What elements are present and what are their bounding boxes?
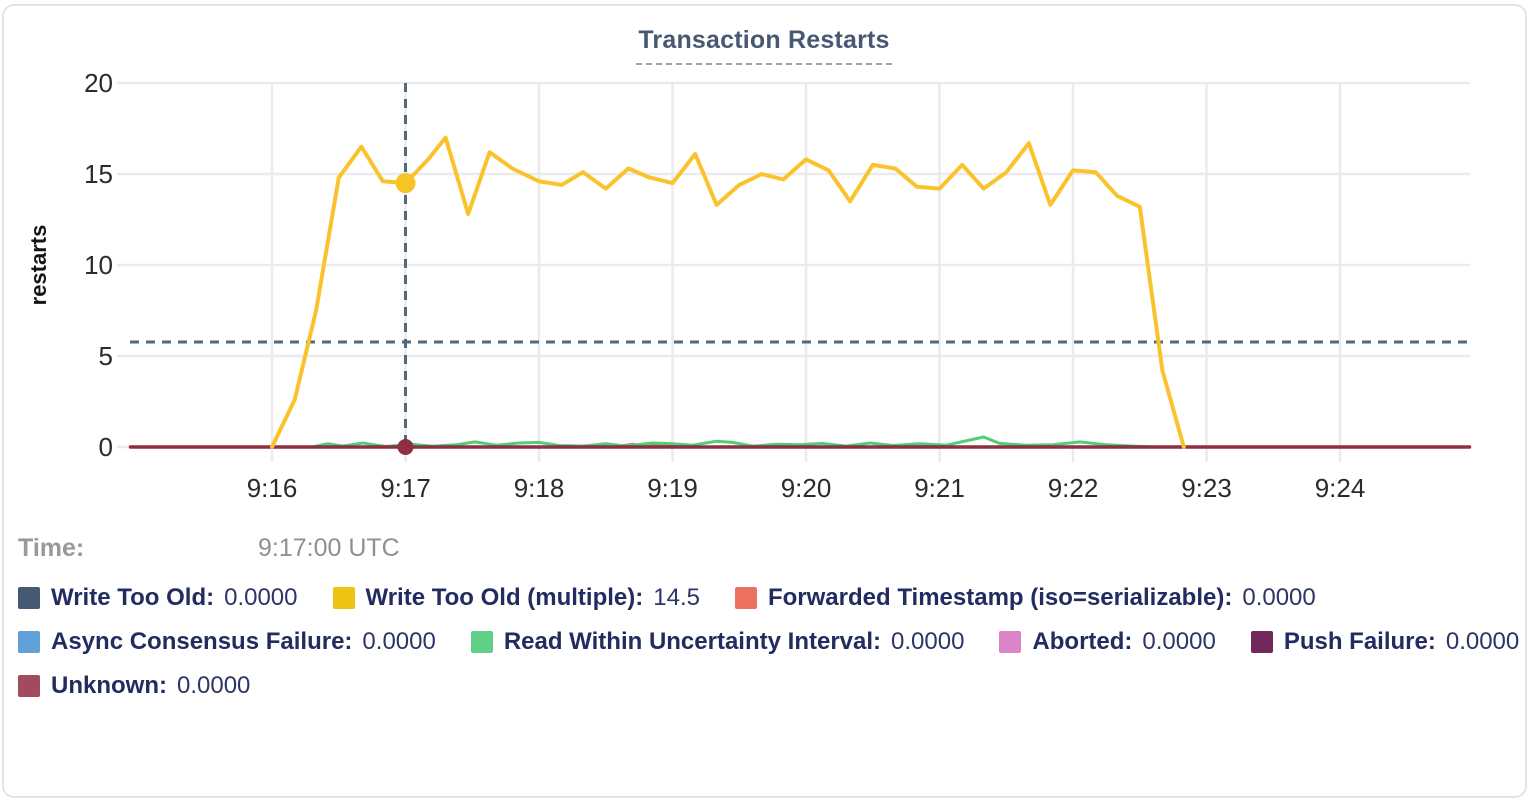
gridlines bbox=[117, 81, 1470, 462]
hover-time-value: 9:17:00 UTC bbox=[258, 534, 400, 562]
y-tick-label: 15 bbox=[84, 159, 113, 189]
x-tick-label: 9:24 bbox=[1315, 473, 1366, 503]
legend-label: Write Too Old (multiple): bbox=[365, 584, 644, 611]
axis-labels: 20 15 10 5 0 9:16 9:17 9:18 9:19 9:20 9:21 9:22 9:23… bbox=[84, 68, 1365, 503]
legend-item-aborted: Aborted: 0.0000 bbox=[999, 628, 1216, 656]
legend-item-async-consensus-failure: Async Consensus Failure: 0.0000 bbox=[18, 628, 436, 656]
legend-row: Unknown: 0.0000 bbox=[18, 672, 1512, 700]
legend-label: Async Consensus Failure: bbox=[51, 628, 353, 655]
x-tick-label: 9:17 bbox=[380, 473, 431, 503]
legend-swatch-icon bbox=[734, 587, 757, 609]
x-tick-label: 9:22 bbox=[1048, 473, 1099, 503]
legend-value: 0.0000 bbox=[176, 672, 251, 699]
legend-value: 0.0000 bbox=[1142, 628, 1216, 655]
x-tick-label: 9:20 bbox=[781, 473, 832, 503]
legend-value: 0.0000 bbox=[1242, 584, 1316, 611]
legend-label: Unknown: bbox=[51, 672, 167, 699]
hover-point-write-too-old-multiple bbox=[395, 173, 416, 194]
chart-legend: Write Too Old: 0.0000 Write Too Old (multi… bbox=[18, 584, 1519, 716]
x-tick-label: 9:16 bbox=[247, 473, 298, 503]
y-tick-label: 5 bbox=[99, 341, 113, 371]
legend-swatch-icon bbox=[1250, 631, 1273, 653]
hover-time-row: Time: 9:17:00 UTC bbox=[18, 534, 1510, 563]
legend-swatch-icon bbox=[18, 631, 40, 653]
series-line-write-too-old-multiple bbox=[270, 135, 1186, 449]
x-tick-label: 9:19 bbox=[647, 473, 698, 503]
legend-value: 0.0000 bbox=[1445, 628, 1520, 655]
legend-swatch-icon bbox=[999, 631, 1022, 653]
legend-item-forwarded-timestamp-iso-serializable: Forwarded Timestamp (iso=serializable): 0… bbox=[734, 584, 1316, 612]
x-tick-label: 9:21 bbox=[914, 473, 965, 503]
legend-value: 0.0000 bbox=[362, 628, 436, 655]
chart-header: Transaction Restarts bbox=[0, 26, 1528, 65]
legend-value: 14.5 bbox=[653, 584, 700, 611]
y-axis-title: restarts bbox=[26, 225, 51, 306]
chart-title[interactable]: Transaction Restarts bbox=[636, 26, 892, 65]
legend-swatch-icon bbox=[18, 587, 40, 609]
legend-label: Write Too Old: bbox=[51, 584, 215, 611]
transaction-restarts-chart[interactable]: 20 15 10 5 0 9:16 9:17 9:18 9:19 9:20 9:21 9:22 9:23… bbox=[0, 0, 1528, 525]
legend-swatch-icon bbox=[470, 631, 493, 653]
hover-point-unknown bbox=[397, 439, 414, 455]
legend-label: Forwarded Timestamp (iso=serializable): bbox=[767, 584, 1233, 611]
hover-time-label: Time: bbox=[18, 534, 85, 562]
legend-row: Async Consensus Failure: 0.0000 Read Withi… bbox=[18, 628, 1519, 656]
legend-item-write-too-old-multiple: Write Too Old (multiple): 14.5 bbox=[332, 584, 700, 612]
legend-value: 0.0000 bbox=[891, 628, 965, 655]
x-tick-label: 9:23 bbox=[1181, 473, 1232, 503]
y-tick-label: 10 bbox=[84, 250, 113, 280]
legend-label: Read Within Uncertainty Interval: bbox=[503, 628, 882, 655]
legend-label: Aborted: bbox=[1032, 628, 1133, 655]
legend-value: 0.0000 bbox=[224, 584, 298, 611]
legend-item-push-failure: Push Failure: 0.0000 bbox=[1250, 628, 1520, 656]
legend-swatch-icon bbox=[332, 587, 355, 609]
legend-label: Push Failure: bbox=[1283, 628, 1436, 655]
legend-swatch-icon bbox=[18, 675, 40, 697]
legend-row: Write Too Old: 0.0000 Write Too Old (multi… bbox=[18, 584, 1512, 612]
y-tick-label: 20 bbox=[84, 68, 113, 98]
legend-item-unknown: Unknown: 0.0000 bbox=[18, 672, 250, 700]
x-tick-label: 9:18 bbox=[514, 473, 565, 503]
y-tick-label: 0 bbox=[99, 432, 113, 462]
legend-item-read-within-uncertainty-interval: Read Within Uncertainty Interval: 0.0000 bbox=[470, 628, 965, 656]
legend-item-write-too-old: Write Too Old: 0.0000 bbox=[18, 584, 298, 612]
chart-card bbox=[2, 4, 1527, 798]
